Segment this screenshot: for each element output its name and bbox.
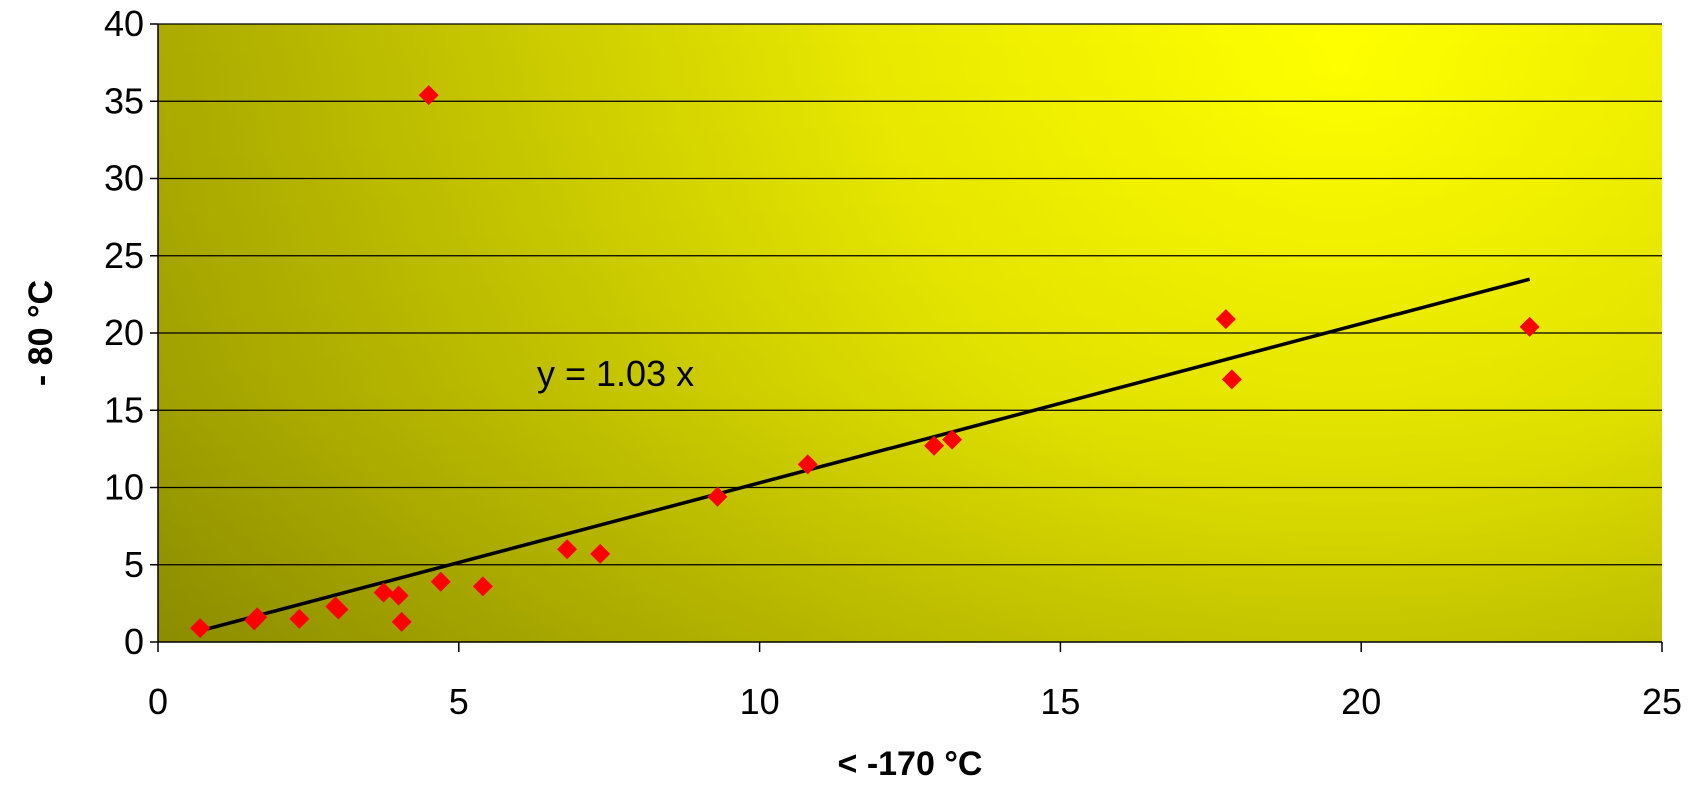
x-tick-label: 15: [1040, 681, 1080, 722]
x-tick-label: 10: [740, 681, 780, 722]
data-point: [289, 608, 310, 629]
x-axis-title: < -170 °C: [838, 745, 983, 783]
x-tick-label: 25: [1642, 681, 1682, 722]
y-tick-label: 40: [104, 3, 144, 44]
data-point: [190, 618, 211, 639]
data-point: [942, 429, 963, 450]
x-tick-label: 5: [449, 681, 469, 722]
data-point: [557, 539, 578, 560]
data-point: [388, 585, 409, 606]
data-point: [418, 85, 439, 106]
data-point: [1519, 316, 1540, 337]
data-point: [430, 571, 451, 592]
y-tick-label: 35: [104, 80, 144, 121]
data-point: [472, 576, 493, 597]
y-tick-label: 25: [104, 235, 144, 276]
data-point: [797, 454, 818, 475]
y-tick-label: 0: [124, 621, 144, 662]
x-axis-ticks: 0 5 10 15 20 25: [148, 642, 1682, 722]
trendline-group: [199, 277, 1531, 633]
x-tick-label: 20: [1341, 681, 1381, 722]
data-point: [391, 611, 412, 632]
data-point: [590, 543, 611, 564]
y-tick-label: 10: [104, 467, 144, 508]
data-point: [707, 486, 728, 507]
y-tick-label: 20: [104, 312, 144, 353]
x-tick-label: 0: [148, 681, 168, 722]
data-point: [247, 607, 268, 628]
data-point: [924, 435, 945, 456]
gridlines: [158, 23, 1662, 566]
y-tick-label: 5: [124, 544, 144, 585]
y-axis-title: - 80 °C: [22, 280, 60, 386]
trendline-equation: y = 1.03 x: [537, 353, 694, 394]
data-points: [190, 85, 1540, 639]
data-point: [328, 599, 349, 620]
trendline: [199, 277, 1531, 633]
y-tick-label: 15: [104, 389, 144, 430]
data-point: [1215, 309, 1236, 330]
y-tick-label: 30: [104, 158, 144, 199]
data-point: [373, 582, 394, 603]
y-axis-ticks: 0 5 10 15 20 25 30 35 40: [104, 3, 158, 662]
data-point: [1221, 369, 1242, 390]
